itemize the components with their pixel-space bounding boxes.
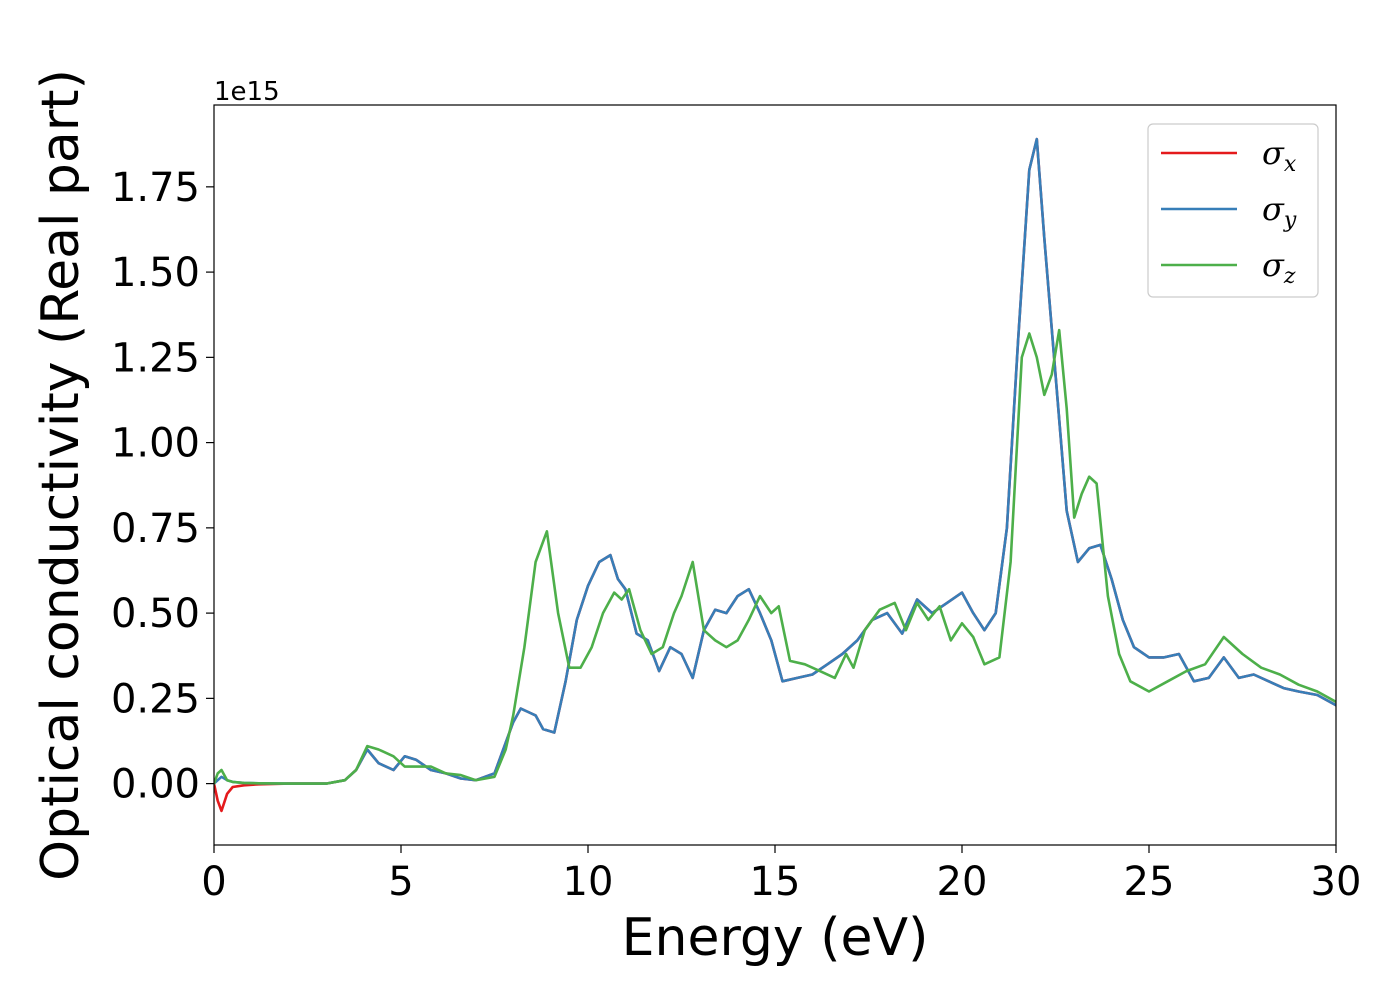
y-tick-label: 0.00 <box>111 762 200 808</box>
series-line-y <box>214 137 1336 785</box>
x-tick-label: 15 <box>750 859 801 905</box>
legend-label-z: σz <box>1262 246 1296 289</box>
x-tick-label: 30 <box>1311 859 1362 905</box>
series-line-z <box>214 328 1336 785</box>
x-tick-label: 10 <box>563 859 614 905</box>
x-tick-label: 20 <box>937 859 988 905</box>
offset-text: 1e15 <box>214 77 280 107</box>
y-tick-label: 0.25 <box>111 676 200 722</box>
x-tick-label: 25 <box>1124 859 1175 905</box>
legend-label-x: σx <box>1262 134 1297 177</box>
y-tick-label: 1.75 <box>111 165 200 211</box>
series-layer <box>214 137 1336 813</box>
y-tick-label: 1.00 <box>111 421 200 467</box>
y-tick-label: 1.25 <box>111 335 200 381</box>
y-tick-label: 1.50 <box>111 250 200 296</box>
y-tick-label: 0.75 <box>111 506 200 552</box>
y-axis-title: Optical conductivity (Real part) <box>31 69 91 881</box>
x-tick-label: 5 <box>388 859 413 905</box>
y-tick-label: 0.50 <box>111 591 200 637</box>
x-axis-title: Energy (eV) <box>622 908 929 968</box>
legend-label-y: σy <box>1262 190 1297 233</box>
y-axis: 0.00 0.25 0.50 0.75 1.00 1.25 1.50 1.75 <box>111 165 214 808</box>
x-tick-label: 0 <box>201 859 226 905</box>
x-axis: 0 5 10 15 20 25 30 <box>201 845 1361 905</box>
legend-frame <box>1147 123 1319 298</box>
legend: σx σy σz <box>1147 123 1319 298</box>
